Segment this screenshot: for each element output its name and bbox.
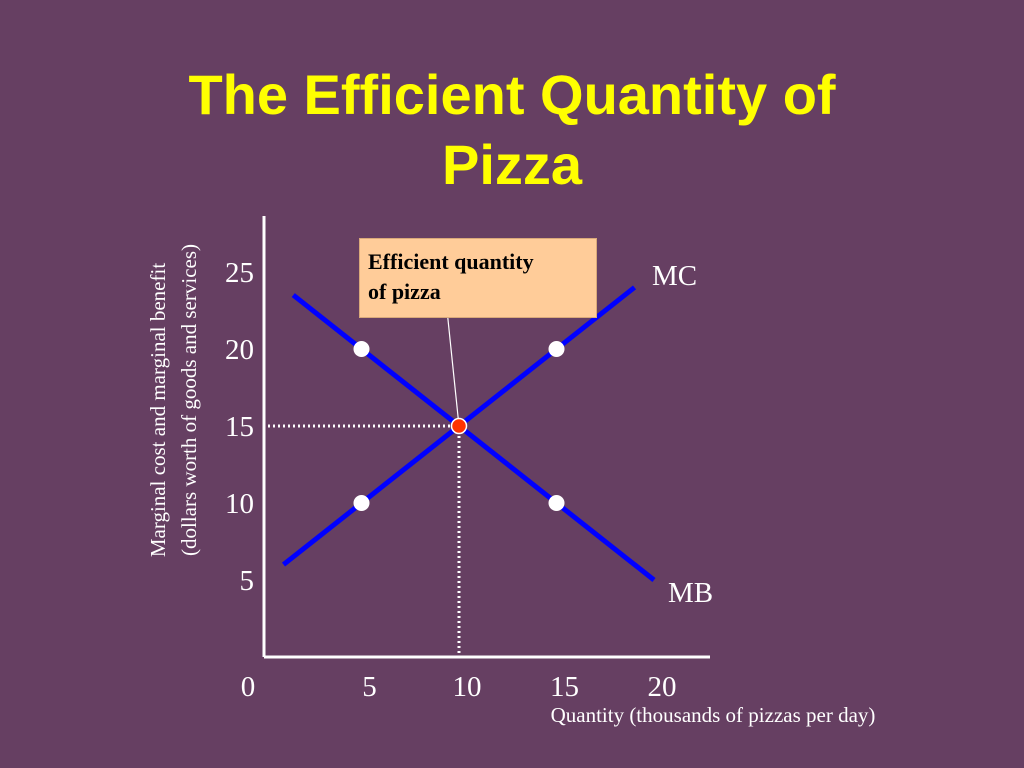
- mc-point-2: [548, 341, 565, 357]
- y-tick-label: 15: [225, 411, 254, 443]
- x-tick-label: 0: [241, 671, 256, 703]
- slide-title: The Efficient Quantity of Pizza: [0, 60, 1024, 200]
- mb-point-2: [548, 495, 565, 511]
- title-line-2: Pizza: [441, 133, 583, 196]
- y-tick-label: 20: [225, 334, 254, 366]
- callout-pointer-line: [446, 309, 460, 427]
- mb-curve: [291, 293, 656, 582]
- mb-series-label: MB: [668, 577, 713, 609]
- y-axis-title-line-1: Marginal cost and marginal benefit: [146, 263, 170, 557]
- callout-line-1: Efficient quantity: [368, 249, 534, 274]
- x-axis-title: Quantity (thousands of pizzas per day): [551, 703, 876, 727]
- equilibrium-point: [450, 417, 468, 435]
- x-tick-label: 5: [362, 671, 377, 703]
- mb-point-1: [353, 341, 370, 357]
- y-tick-label: 25: [225, 257, 254, 289]
- title-line-1: The Efficient Quantity of: [188, 63, 836, 126]
- y-tick-label: 5: [240, 565, 255, 597]
- x-tick-label: 20: [648, 671, 677, 703]
- y-axis-title-line-2: (dollars worth of goods and services): [177, 244, 201, 556]
- y-tick-label: 10: [225, 488, 254, 520]
- callout-line-2: of pizza: [368, 279, 441, 304]
- mc-point-1: [353, 495, 370, 511]
- efficient-quantity-callout: Efficient quantity of pizza: [359, 238, 597, 318]
- x-tick-label: 10: [453, 671, 482, 703]
- mc-series-label: MC: [652, 260, 697, 292]
- x-tick-label: 15: [550, 671, 579, 703]
